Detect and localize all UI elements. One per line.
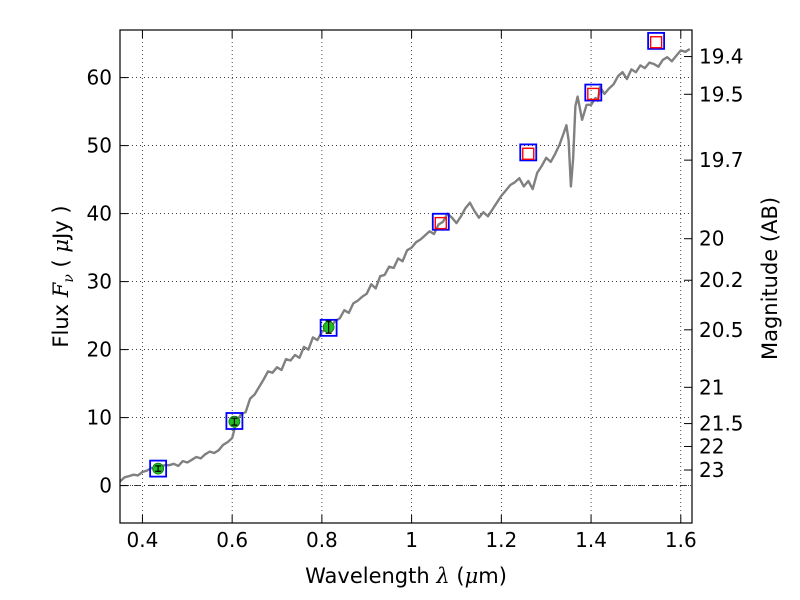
ticks: 0.4 0.6 0.8 1 1.2 1.4 1.6 0 10 20 30 40 50 60 19.4 19.5… <box>87 30 744 552</box>
y-tick-label: 60 <box>87 66 112 90</box>
mag-tick-label: 21.5 <box>699 412 744 436</box>
mag-tick-label: 22 <box>699 434 724 458</box>
upper-limit-point <box>434 216 447 230</box>
mag-tick-label: 20 <box>699 227 724 251</box>
upper-limit-point <box>522 147 535 160</box>
y-tick-label: 40 <box>87 202 112 226</box>
x-tick-label: 1.2 <box>485 528 517 552</box>
model-photometry-point <box>225 412 244 430</box>
x-axis-label: Wavelength λ (μm) <box>305 564 507 588</box>
x-tick-label: 0.4 <box>127 528 159 552</box>
model-photometry-point <box>584 83 603 102</box>
model-photometry-point <box>519 143 538 162</box>
mag-tick-label: 19.7 <box>699 148 744 172</box>
mag-tick-label: 19.4 <box>699 45 744 69</box>
x-tick-label: 1 <box>405 528 418 552</box>
model-photometry-point <box>149 459 168 478</box>
y-tick-label: 0 <box>99 474 112 498</box>
mag-tick-label: 23 <box>699 458 724 482</box>
model-photometry-point <box>647 31 666 50</box>
upper-limit-point <box>649 36 663 49</box>
y-tick-label: 50 <box>87 134 112 158</box>
mag-tick-label: 21 <box>699 375 724 399</box>
y-tick-label: 30 <box>87 270 112 294</box>
x-tick-label: 0.8 <box>306 528 338 552</box>
mag-tick-label: 20.2 <box>699 268 744 292</box>
y-tick-label: 20 <box>87 338 112 362</box>
magnitude-axis-label: Magnitude (AB) <box>758 197 782 360</box>
mag-tick-label: 19.5 <box>699 82 744 106</box>
spectrum-line <box>119 47 691 483</box>
upper-limit-point <box>587 87 600 101</box>
x-tick-label: 0.6 <box>216 528 248 552</box>
y-axis-label: Flux Fν ( μJy ) <box>49 205 77 347</box>
y-tick-label: 10 <box>87 406 112 430</box>
grid <box>120 30 692 523</box>
mag-tick-label: 20.5 <box>699 318 744 342</box>
x-tick-label: 1.4 <box>575 528 607 552</box>
plot-frame <box>119 29 693 524</box>
x-tick-label: 1.6 <box>665 528 697 552</box>
model-photometry-point <box>431 212 450 231</box>
model-photometry-point <box>319 318 338 337</box>
plot-area <box>119 31 691 483</box>
